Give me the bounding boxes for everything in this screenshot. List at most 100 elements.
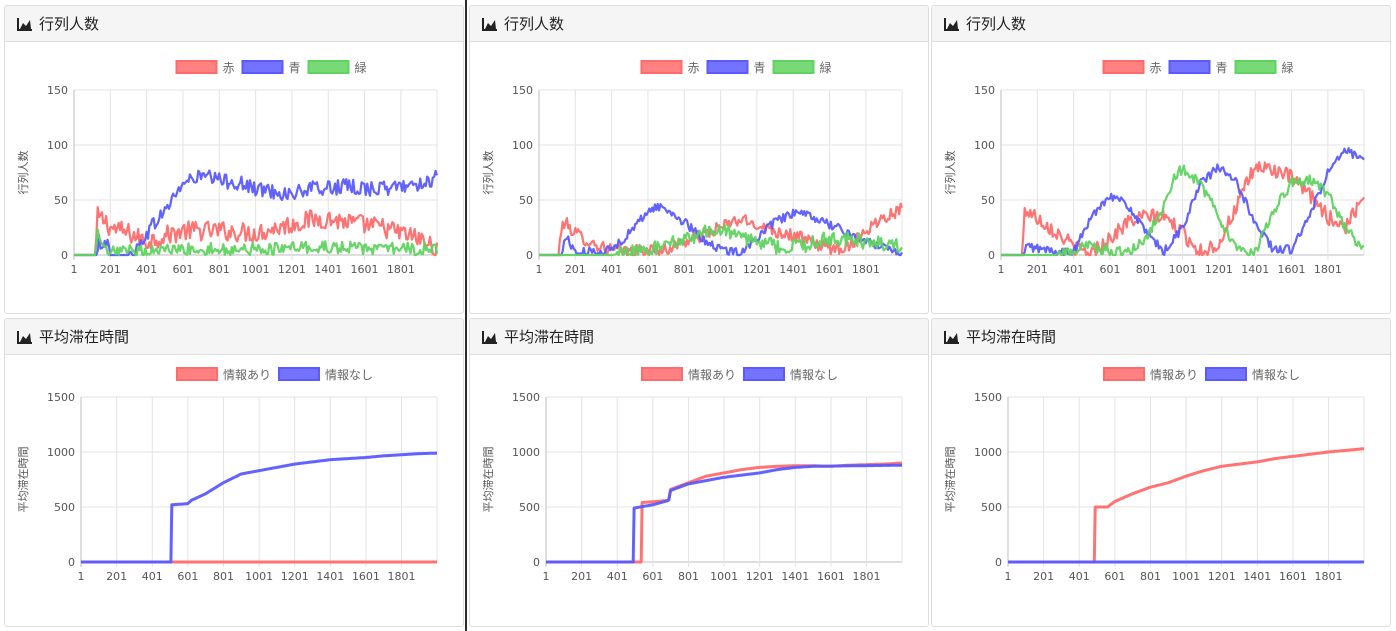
panel-queue-3: 行列人数 0 50 100 150 1 201 401 601 801 1001 1201 1401 1… <box>931 5 1391 314</box>
area-chart-icon <box>482 330 497 344</box>
x-tick-label: 201 <box>106 570 127 583</box>
x-tick-label: 1001 <box>245 570 273 583</box>
x-tick-label: 1201 <box>281 570 309 583</box>
y-tick-label: 1000 <box>974 446 1002 459</box>
x-tick-label: 601 <box>1099 263 1120 276</box>
panel-header: 平均滞在時間 <box>470 319 928 355</box>
x-tick-label: 401 <box>1063 263 1084 276</box>
legend-label[interactable]: 情報なし <box>1252 368 1300 382</box>
panel-title: 行列人数 <box>966 15 1027 33</box>
legend: 情報あり 情報なし <box>176 367 373 382</box>
panel-stay-2: 平均滞在時間 0 500 1000 1500 1 201 401 601 801 1001 1201… <box>469 318 929 627</box>
series-line <box>74 228 439 257</box>
x-tick-label: 201 <box>565 263 586 276</box>
x-tick-label: 401 <box>607 570 628 583</box>
legend-label[interactable]: 赤 <box>223 61 235 75</box>
x-tick-label: 801 <box>678 570 699 583</box>
panel-title: 行列人数 <box>504 15 565 33</box>
legend: 情報あり 情報なし <box>641 367 838 382</box>
y-tick-label: 150 <box>47 84 68 97</box>
legend-swatch[interactable] <box>1234 60 1277 74</box>
x-tick-label: 1801 <box>387 263 415 276</box>
y-axis-label: 平均滞在時間 <box>17 447 30 513</box>
x-tick-label: 1001 <box>707 263 735 276</box>
legend-swatch[interactable] <box>1205 367 1247 381</box>
x-tick-label: 1201 <box>278 263 306 276</box>
legend-label[interactable]: 青 <box>289 61 301 75</box>
legend-label[interactable]: 緑 <box>820 60 832 75</box>
x-tick-label: 201 <box>571 570 592 583</box>
x-tick-label: 1001 <box>242 263 270 276</box>
panel-stay-3: 平均滞在時間 0 500 1000 1500 1 201 401 601 801 1001 1201… <box>931 318 1391 627</box>
chart-area: 0 50 100 150 1 201 401 601 801 1001 1201 1401 1601 18… <box>5 42 463 313</box>
chart-area: 0 50 100 150 1 201 401 601 801 1001 1201 1401 1601 18… <box>470 42 928 313</box>
y-tick-label: 1500 <box>974 391 1002 404</box>
series-line <box>539 223 903 257</box>
legend-label[interactable]: 情報あり <box>1150 368 1198 382</box>
x-tick-label: 1801 <box>1315 570 1343 583</box>
x-tick-label: 801 <box>213 570 234 583</box>
x-tick-label: 201 <box>100 263 121 276</box>
legend-swatch[interactable] <box>772 60 815 74</box>
legend-swatch[interactable] <box>278 367 320 381</box>
y-tick-label: 0 <box>988 249 995 262</box>
x-tick-label: 1201 <box>746 570 774 583</box>
x-tick-label: 1 <box>78 570 85 583</box>
legend-label[interactable]: 青 <box>754 61 766 75</box>
legend-swatch[interactable] <box>307 60 350 74</box>
legend: 情報あり 情報なし <box>1103 367 1300 382</box>
legend-swatch[interactable] <box>706 60 749 74</box>
area-chart-icon <box>17 17 32 31</box>
panel-title: 行列人数 <box>39 15 100 33</box>
column-divider <box>465 0 467 631</box>
panel-stay-1: 平均滞在時間 0 500 1000 1500 1 201 401 601 801 1001 1201… <box>4 318 464 627</box>
x-tick-label: 1401 <box>1243 570 1271 583</box>
legend-swatch[interactable] <box>641 367 683 381</box>
x-tick-label: 1601 <box>816 263 844 276</box>
series-line <box>80 451 438 564</box>
legend-label[interactable]: 赤 <box>688 61 700 75</box>
y-tick-label: 500 <box>519 501 540 514</box>
x-tick-label: 401 <box>601 263 622 276</box>
panel-header: 平均滞在時間 <box>5 319 463 355</box>
x-tick-label: 1001 <box>710 570 738 583</box>
x-tick-label: 401 <box>136 263 157 276</box>
legend-swatch[interactable] <box>1102 60 1145 74</box>
x-tick-label: 201 <box>1027 263 1048 276</box>
panel-title: 平均滞在時間 <box>39 328 130 346</box>
legend-label[interactable]: 情報なし <box>790 368 838 382</box>
chart-area: 0 500 1000 1500 1 201 401 601 801 1001 1201 1401 160… <box>5 355 463 626</box>
x-tick-label: 1801 <box>388 570 416 583</box>
legend-swatch[interactable] <box>1103 367 1145 381</box>
series-line <box>1001 164 1365 257</box>
y-tick-label: 50 <box>981 194 995 207</box>
y-tick-label: 0 <box>995 556 1002 569</box>
legend-label[interactable]: 青 <box>1216 61 1228 75</box>
legend-label[interactable]: 緑 <box>355 60 367 75</box>
legend-swatch[interactable] <box>175 60 218 74</box>
x-tick-label: 1 <box>998 263 1005 276</box>
panel-header: 行列人数 <box>5 6 463 42</box>
legend-label[interactable]: 情報あり <box>223 368 271 382</box>
legend-label[interactable]: 緑 <box>1282 60 1294 75</box>
y-tick-label: 500 <box>981 501 1002 514</box>
x-tick-label: 1 <box>71 263 78 276</box>
legend-label[interactable]: 情報あり <box>688 368 736 382</box>
y-tick-label: 100 <box>512 139 533 152</box>
x-tick-label: 1201 <box>1205 263 1233 276</box>
area-chart-icon <box>944 17 959 31</box>
x-tick-label: 1601 <box>817 570 845 583</box>
legend-swatch[interactable] <box>1168 60 1211 74</box>
legend-label[interactable]: 赤 <box>1150 61 1162 75</box>
y-axis-label: 平均滞在時間 <box>482 447 495 513</box>
x-tick-label: 1001 <box>1169 263 1197 276</box>
y-tick-label: 150 <box>512 84 533 97</box>
legend-label[interactable]: 情報なし <box>325 368 373 382</box>
legend-swatch[interactable] <box>640 60 683 74</box>
legend-swatch[interactable] <box>176 367 218 381</box>
legend-swatch[interactable] <box>743 367 785 381</box>
legend-swatch[interactable] <box>241 60 284 74</box>
panel-title: 平均滞在時間 <box>966 328 1057 346</box>
